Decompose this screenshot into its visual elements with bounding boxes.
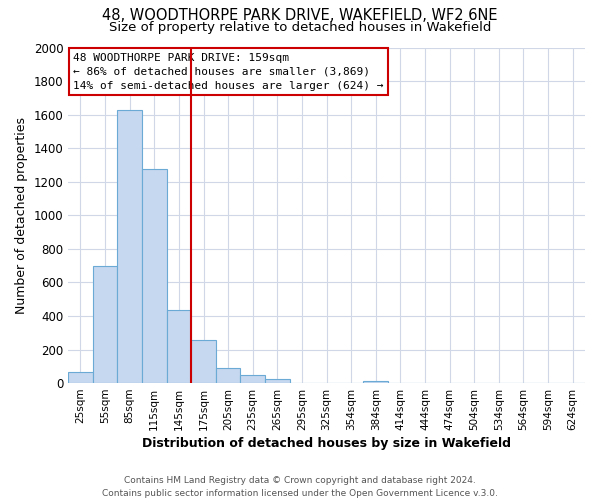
Text: 48, WOODTHORPE PARK DRIVE, WAKEFIELD, WF2 6NE: 48, WOODTHORPE PARK DRIVE, WAKEFIELD, WF… [102,8,498,22]
Text: Size of property relative to detached houses in Wakefield: Size of property relative to detached ho… [109,21,491,34]
Bar [93,266,118,383]
Bar [364,380,388,383]
Text: 48 WOODTHORPE PARK DRIVE: 159sqm
← 86% of detached houses are smaller (3,869)
14: 48 WOODTHORPE PARK DRIVE: 159sqm ← 86% o… [73,52,384,90]
Bar [118,110,142,383]
Text: Contains HM Land Registry data © Crown copyright and database right 2024.
Contai: Contains HM Land Registry data © Crown c… [102,476,498,498]
Y-axis label: Number of detached properties: Number of detached properties [15,117,28,314]
Bar [68,372,93,383]
Bar [241,374,265,383]
X-axis label: Distribution of detached houses by size in Wakefield: Distribution of detached houses by size … [142,437,511,450]
Bar [265,379,290,383]
Bar [142,169,167,383]
Bar [216,368,241,383]
Bar [191,340,216,383]
Bar [167,310,191,383]
